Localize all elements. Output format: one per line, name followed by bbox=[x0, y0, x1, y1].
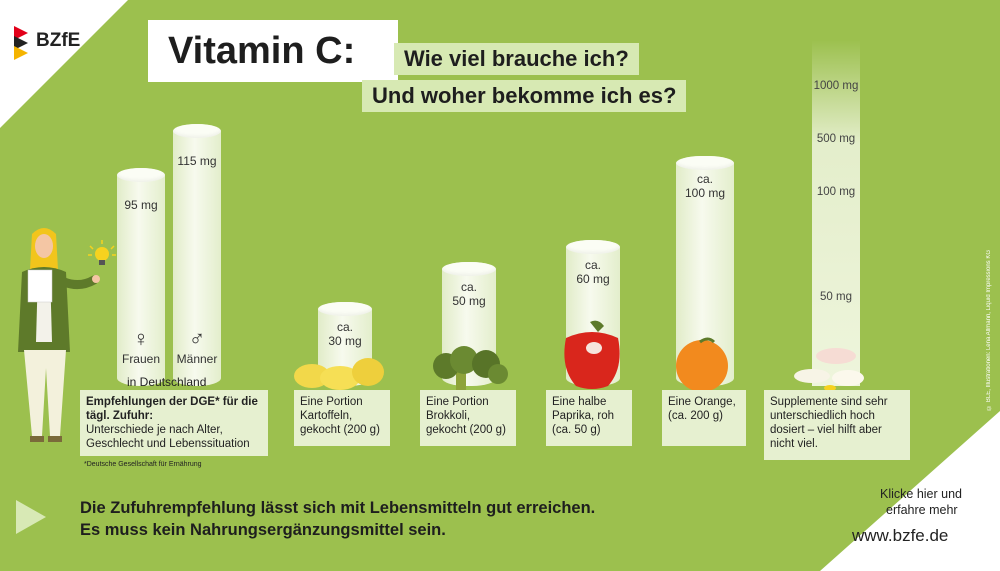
broccoli-text: Eine Portion Brokkoli, gekocht (200 g) bbox=[426, 396, 506, 436]
men-label: Männer bbox=[176, 352, 218, 366]
woman-illustration-icon bbox=[18, 228, 116, 442]
broccoli-value: 50 mg bbox=[452, 294, 486, 308]
cta-line-1: Klicke hier und bbox=[880, 487, 962, 501]
logo-mark-icon bbox=[14, 26, 28, 60]
potato-text: Eine Portion Kartoffeln, gekocht (200 g) bbox=[300, 396, 380, 436]
logo-text: BZfE bbox=[36, 30, 81, 51]
dge-box-heading: Empfehlungen der DGE* für die tägl. Zufu… bbox=[86, 396, 258, 422]
potato-approx: ca. bbox=[336, 320, 353, 334]
pepper-info-box: Eine halbe Paprika, roh (ca. 50 g) bbox=[546, 390, 632, 446]
cta-line-2: erfahre mehr bbox=[886, 503, 958, 517]
potato-info-box: Eine Portion Kartoffeln, gekocht (200 g) bbox=[294, 390, 390, 446]
women-label: Frauen bbox=[121, 352, 161, 366]
orange-approx: ca. bbox=[696, 172, 713, 186]
orange-info-box: Eine Orange, (ca. 200 g) bbox=[662, 390, 746, 446]
cta-link[interactable]: Klicke hier und erfahre mehr www.bzfe.de bbox=[846, 484, 986, 566]
supplement-pills-icon bbox=[794, 348, 864, 391]
bottom-message: Die Zufuhrempfehlung lässt sich mit Lebe… bbox=[80, 497, 595, 541]
bottom-message-line-2: Es muss kein Nahrungsergänzungsmittel se… bbox=[80, 521, 446, 539]
potatoes-icon bbox=[294, 358, 384, 390]
dge-box-text: Unterschiede je nach Alter, Geschlecht u… bbox=[86, 424, 250, 450]
page-title: Vitamin C: bbox=[168, 30, 356, 72]
broccoli-approx: ca. bbox=[460, 280, 477, 294]
play-arrow-icon bbox=[16, 500, 46, 534]
orange-text: Eine Orange, (ca. 200 g) bbox=[668, 396, 736, 422]
female-symbol-icon: ♀ bbox=[132, 326, 150, 351]
supplements-text: Supplemente sind sehr unterschiedlich ho… bbox=[770, 396, 888, 450]
website-url[interactable]: www.bzfe.de bbox=[852, 526, 949, 545]
pepper-approx: ca. bbox=[584, 258, 601, 272]
male-symbol-icon: ♂ bbox=[188, 326, 206, 351]
bottom-message-line-1: Die Zufuhrempfehlung lässt sich mit Lebe… bbox=[80, 499, 596, 517]
potato-value: 30 mg bbox=[328, 334, 362, 348]
scale-50mg: 50 mg bbox=[820, 291, 852, 303]
pepper-text: Eine halbe Paprika, roh (ca. 50 g) bbox=[552, 396, 615, 436]
broccoli-info-box: Eine Portion Brokkoli, gekocht (200 g) bbox=[420, 390, 516, 446]
corner-decoration-top-left bbox=[0, 0, 128, 128]
scale-100mg: 100 mg bbox=[816, 186, 856, 198]
broccoli-icon bbox=[433, 346, 508, 390]
orange-icon bbox=[676, 337, 728, 392]
subtitle-line-1: Wie viel brauche ich? bbox=[394, 43, 639, 75]
orange-value: 100 mg bbox=[684, 186, 726, 200]
men-value: 115 mg bbox=[177, 154, 217, 168]
pepper-value: 60 mg bbox=[576, 272, 610, 286]
dge-recommendation-box: Empfehlungen der DGE* für die tägl. Zufu… bbox=[80, 390, 268, 456]
cylinder-men: 115 mg ♂ Männer bbox=[173, 124, 221, 386]
copyright-credit: © BLE, Illustrationen: Lena Allmann, Liq… bbox=[986, 250, 992, 410]
supplements-info-box: Supplemente sind sehr unterschiedlich ho… bbox=[764, 390, 910, 460]
subtitle-line-2: Und woher bekomme ich es? bbox=[362, 80, 687, 112]
title-box bbox=[148, 20, 398, 82]
bell-pepper-icon bbox=[564, 320, 620, 389]
scale-1000mg: 1000 mg bbox=[813, 80, 859, 92]
region-label: in Deutschland bbox=[127, 375, 207, 389]
dge-footnote: *Deutsche Gesellschaft für Ernährung bbox=[84, 461, 202, 468]
bzfe-logo[interactable]: BZfE bbox=[14, 26, 104, 66]
cylinder-supplements: 1000 mg 500 mg 100 mg 50 mg bbox=[812, 40, 860, 386]
women-value: 95 mg bbox=[124, 198, 158, 212]
cta-arrow-icon bbox=[858, 498, 878, 522]
cylinder-women: 95 mg ♀ Frauen bbox=[117, 168, 165, 386]
scale-500mg: 500 mg bbox=[816, 133, 856, 145]
